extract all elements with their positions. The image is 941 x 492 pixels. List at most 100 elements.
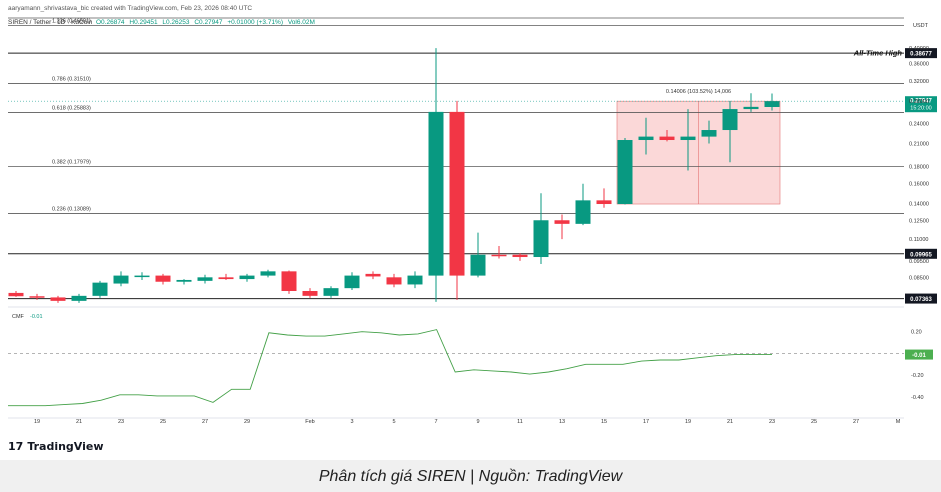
cmf-line <box>8 329 772 407</box>
candle-body-9 <box>197 277 213 281</box>
time-axis-label-16: 21 <box>727 419 733 425</box>
candle-body-24 <box>512 254 528 258</box>
candle-body-29 <box>617 140 633 205</box>
time-axis-label-18: 25 <box>811 419 817 425</box>
candle-body-19 <box>407 275 423 285</box>
candle-body-26 <box>554 220 570 224</box>
chart-footer <box>0 432 941 460</box>
ohlc-volume: Vol6.02M <box>287 19 315 26</box>
price-axis-label-2: 0.32000 <box>909 79 929 85</box>
candle-body-28 <box>596 200 612 205</box>
cmf-name-label: CMF <box>12 314 25 320</box>
hline-price-tag-1 <box>905 248 937 259</box>
candle-body-36 <box>764 101 780 107</box>
candle-body-27 <box>575 200 591 224</box>
hline-price-label-0: 0.38677 <box>910 52 932 58</box>
cmf-axis-label-2: -0.20 <box>911 373 924 379</box>
fib-level-label-1: 0.786 (0.31510) <box>52 76 91 82</box>
tradingview-mark-icon: 17 <box>8 440 24 453</box>
time-axis-label-5: 29 <box>244 419 250 425</box>
price-axis-label-1: 0.36000 <box>909 62 929 68</box>
symbol-label: SIREN / Tether · 1D · KuCoin <box>8 19 93 26</box>
price-axis-label-6: 0.18000 <box>909 164 929 170</box>
candle-body-12 <box>260 271 276 276</box>
ohlc-low: L0.26253 <box>162 19 190 26</box>
last-price-label: 0.27947 <box>910 99 932 105</box>
price-axis-label-4: 0.24000 <box>909 122 929 128</box>
candle-body-2 <box>50 297 66 301</box>
fib-level-label-0: 1.236 (0.46581) <box>52 19 91 25</box>
candle-body-4 <box>92 282 108 296</box>
candle-body-8 <box>176 279 192 282</box>
candle-body-33 <box>701 130 717 137</box>
time-axis-label-14: 17 <box>643 419 649 425</box>
price-axis-unit: USDT <box>913 23 929 29</box>
price-axis-label-7: 0.16000 <box>909 182 929 188</box>
candle-body-35 <box>743 106 759 110</box>
measure-box-label: 0.14006 (103.52%) 14,006 <box>666 89 731 95</box>
candle-body-10 <box>218 277 234 280</box>
cmf-axis-label-3: -0.40 <box>911 395 924 401</box>
cmf-value-label: -0.01 <box>30 314 43 320</box>
ohlc-open: O0.26874 <box>96 19 125 26</box>
chart-credit: aaryamann_shrivastava_bic created with T… <box>8 5 253 12</box>
time-axis-label-1: 21 <box>76 419 82 425</box>
last-price-countdown: 15:20:00 <box>910 106 931 112</box>
candle-body-18 <box>386 277 402 285</box>
tradingview-logo[interactable]: 17 TradingView <box>8 440 104 453</box>
price-axis-label-8: 0.14000 <box>909 201 929 207</box>
ohlc-change: +0.01000 (+3.71%) <box>227 19 283 26</box>
image-caption: Phân tích giá SIREN | Nguồn: TradingView <box>318 468 623 485</box>
ohlc-readout: O0.26874 H0.29451 L0.26253 C0.27947 +0.0… <box>96 19 318 26</box>
price-axis-label-12: 0.08500 <box>909 275 929 281</box>
caption-area <box>0 460 941 492</box>
candle-body-7 <box>155 275 171 282</box>
candle-body-34 <box>722 109 738 131</box>
candle-body-32 <box>680 136 696 141</box>
candle-body-20 <box>428 111 444 276</box>
candle-body-13 <box>281 271 297 291</box>
candle-body-1 <box>29 296 45 298</box>
time-axis-label-19: 27 <box>853 419 859 425</box>
candle-body-3 <box>71 295 87 301</box>
time-axis-label-15: 19 <box>685 419 691 425</box>
price-axis-label-5: 0.21000 <box>909 141 929 147</box>
candle-body-16 <box>344 275 360 289</box>
candle-body-5 <box>113 275 129 284</box>
time-axis-label-13: 15 <box>601 419 607 425</box>
candle-body-15 <box>323 288 339 296</box>
cmf-axis-label-0: 0.20 <box>911 330 922 336</box>
all-time-high-label: All-Time High <box>853 49 903 58</box>
candle-body-17 <box>365 273 381 277</box>
cmf-value-tag-label: -0.01 <box>912 353 926 359</box>
time-axis-label-6: Feb <box>305 419 314 425</box>
candle-body-21 <box>449 111 465 276</box>
hline-price-label-1: 0.09965 <box>910 252 932 258</box>
candle-body-30 <box>638 136 654 141</box>
time-axis-label-17: 23 <box>769 419 775 425</box>
candle-body-11 <box>239 275 255 280</box>
time-axis-label-11: 11 <box>517 419 523 425</box>
cmf-value-tag <box>905 349 933 360</box>
time-axis-label-20: M <box>896 419 901 425</box>
time-axis-label-9: 7 <box>434 419 437 425</box>
candle-body-23 <box>491 254 507 257</box>
hline-price-tag-0 <box>905 48 937 59</box>
candle-body-25 <box>533 220 549 258</box>
time-axis-label-2: 23 <box>118 419 124 425</box>
candle-body-31 <box>659 136 675 141</box>
last-price-tag <box>905 96 937 113</box>
price-axis-label-9: 0.12500 <box>909 218 929 224</box>
price-axis-label-11: 0.09500 <box>909 259 929 265</box>
ohlc-high: H0.29451 <box>129 19 158 26</box>
fib-level-label-3: 0.382 (0.17979) <box>52 159 91 165</box>
ohlc-close: C0.27947 <box>194 19 223 26</box>
fib-level-label-2: 0.618 (0.25883) <box>52 106 91 112</box>
time-axis-label-3: 25 <box>160 419 166 425</box>
price-axis-label-3: 0.28000 <box>909 99 929 105</box>
candle-body-0 <box>8 292 24 297</box>
time-axis-label-8: 5 <box>392 419 395 425</box>
candle-body-14 <box>302 290 318 296</box>
time-axis-label-12: 13 <box>559 419 565 425</box>
